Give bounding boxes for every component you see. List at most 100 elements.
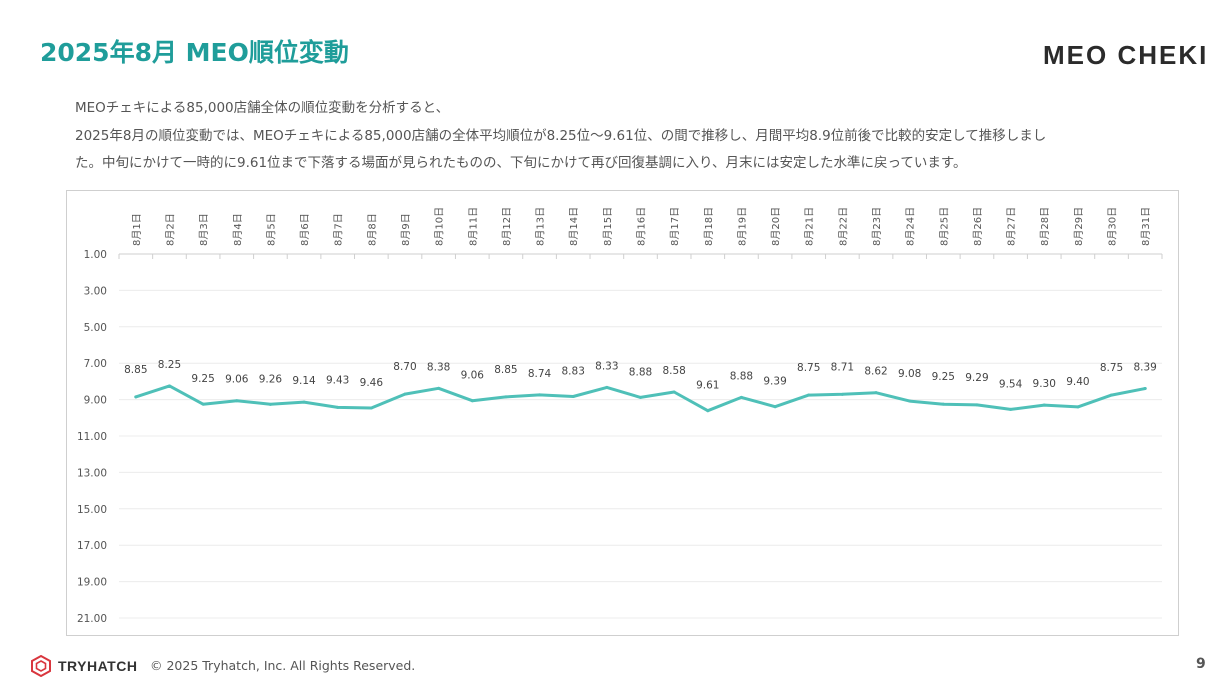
data-point xyxy=(504,395,508,399)
data-label: 9.39 xyxy=(763,376,786,388)
description-line-2: 2025年8月の順位変動では、MEOチェキによる85,000店舗の全体平均順位が… xyxy=(75,127,1047,144)
data-point xyxy=(807,393,811,397)
data-point xyxy=(538,393,542,397)
x-tick-label: 8月1日 xyxy=(131,213,143,246)
data-label: 8.71 xyxy=(831,361,854,373)
x-tick-label: 8月29日 xyxy=(1073,207,1085,246)
data-label: 9.46 xyxy=(360,377,384,389)
x-tick-label: 8月6日 xyxy=(299,213,311,246)
data-label: 8.75 xyxy=(797,362,820,374)
y-tick-label: 3.00 xyxy=(84,285,107,297)
data-label: 9.06 xyxy=(225,374,249,386)
data-point xyxy=(1143,386,1147,390)
x-tick-label: 8月12日 xyxy=(501,207,513,246)
x-tick-label: 8月23日 xyxy=(871,207,883,246)
tryhatch-hexagon-icon xyxy=(31,655,51,677)
data-label: 8.85 xyxy=(124,364,147,376)
data-point xyxy=(302,400,306,404)
data-label: 9.26 xyxy=(259,373,283,385)
meo-cheki-logo: MEO CHEKI xyxy=(1043,40,1209,70)
x-tick-label: 8月4日 xyxy=(232,213,244,246)
description: MEOチェキによる85,000店舗全体の順位変動を分析すると、 2025年8月の… xyxy=(75,95,1175,178)
data-point xyxy=(908,399,912,403)
x-tick-label: 8月14日 xyxy=(568,207,580,246)
x-tick-label: 8月13日 xyxy=(535,207,547,246)
copyright: © 2025 Tryhatch, Inc. All Rights Reserve… xyxy=(150,658,416,673)
y-tick-label: 21.00 xyxy=(77,613,107,625)
data-point xyxy=(639,395,642,399)
y-tick-label: 9.00 xyxy=(84,395,107,407)
x-tick-label: 8月7日 xyxy=(333,213,345,246)
data-point xyxy=(840,392,844,396)
data-point xyxy=(1042,403,1046,407)
x-tick-label: 8月10日 xyxy=(434,207,446,246)
x-tick-label: 8月11日 xyxy=(467,207,479,246)
data-label: 9.08 xyxy=(898,368,921,380)
data-point xyxy=(706,409,710,413)
data-point xyxy=(167,384,171,388)
data-point xyxy=(1076,405,1080,409)
y-tick-label: 7.00 xyxy=(84,358,107,370)
x-tick-label: 8月18日 xyxy=(703,207,715,246)
data-label: 9.29 xyxy=(965,372,988,384)
y-tick-label: 19.00 xyxy=(77,577,107,589)
data-point xyxy=(1110,393,1114,397)
data-label: 8.83 xyxy=(562,366,585,378)
data-label: 8.88 xyxy=(629,366,652,378)
x-tick-label: 8月17日 xyxy=(669,207,681,246)
data-point xyxy=(470,399,474,403)
data-point xyxy=(605,385,609,389)
x-tick-label: 8月27日 xyxy=(1006,207,1018,246)
data-label: 8.33 xyxy=(595,360,618,372)
x-tick-label: 8月31日 xyxy=(1140,207,1152,246)
x-tick-label: 8月2日 xyxy=(164,213,176,246)
footer-brand: TRYHATCH xyxy=(58,658,138,674)
data-point xyxy=(975,403,979,407)
data-label: 8.74 xyxy=(528,368,552,380)
data-label: 9.25 xyxy=(932,371,955,383)
data-label: 8.62 xyxy=(864,366,887,378)
data-point xyxy=(235,399,239,403)
data-label: 8.85 xyxy=(494,364,517,376)
data-point xyxy=(874,391,878,395)
x-tick-label: 8月20日 xyxy=(770,207,782,246)
data-point xyxy=(571,395,575,399)
x-tick-label: 8月22日 xyxy=(837,207,849,246)
y-tick-label: 11.00 xyxy=(77,431,107,443)
description-line-3: た。中旬にかけて一時的に9.61位まで下落する場面が見られたものの、下旬にかけて… xyxy=(75,155,967,171)
description-line-1: MEOチェキによる85,000店舗全体の順位変動を分析すると、 xyxy=(75,100,450,116)
x-tick-label: 8月16日 xyxy=(636,207,648,246)
footer-logo: TRYHATCH xyxy=(30,655,137,677)
data-label: 9.25 xyxy=(191,373,214,385)
data-point xyxy=(773,405,777,409)
x-tick-label: 8月24日 xyxy=(905,207,917,246)
data-point xyxy=(201,402,205,406)
data-label: 9.14 xyxy=(292,375,316,387)
data-label: 9.06 xyxy=(461,370,485,382)
data-point xyxy=(437,386,441,390)
x-tick-label: 8月26日 xyxy=(972,207,984,246)
x-tick-label: 8月30日 xyxy=(1107,207,1119,246)
data-point xyxy=(739,395,743,399)
data-point xyxy=(941,402,945,406)
y-tick-label: 15.00 xyxy=(77,504,107,516)
data-point xyxy=(134,395,138,399)
data-point xyxy=(672,390,676,394)
x-tick-label: 8月25日 xyxy=(938,207,950,246)
data-label: 8.70 xyxy=(393,361,416,373)
data-label: 9.61 xyxy=(696,380,719,392)
chart-frame: 1.00 3.00 5.00 7.00 9.00 11.00 13.00 15.00 17.00… xyxy=(66,190,1179,636)
x-tick-label: 8月3日 xyxy=(198,213,210,246)
x-tick-label: 8月5日 xyxy=(265,213,277,246)
data-point xyxy=(1009,407,1013,411)
x-tick-label: 8月21日 xyxy=(804,207,816,246)
data-label: 8.88 xyxy=(730,370,753,382)
rank-line-chart: 1.00 3.00 5.00 7.00 9.00 11.00 13.00 15.00 17.00… xyxy=(77,207,1163,625)
data-label: 8.58 xyxy=(662,365,685,377)
data-point xyxy=(403,392,407,396)
y-tick-label: 17.00 xyxy=(77,540,107,552)
data-label: 8.25 xyxy=(158,359,181,371)
page-number: 9 xyxy=(1196,656,1206,672)
data-label: 9.30 xyxy=(1033,378,1056,390)
data-point xyxy=(369,406,373,410)
